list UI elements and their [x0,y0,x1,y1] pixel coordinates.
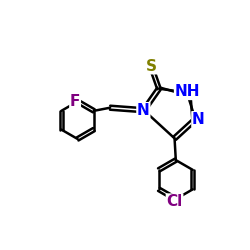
Text: S: S [146,59,157,74]
Text: F: F [70,94,80,109]
Text: N: N [192,112,205,127]
Text: Cl: Cl [166,194,183,209]
Text: N: N [137,103,150,118]
Text: NH: NH [174,84,200,100]
